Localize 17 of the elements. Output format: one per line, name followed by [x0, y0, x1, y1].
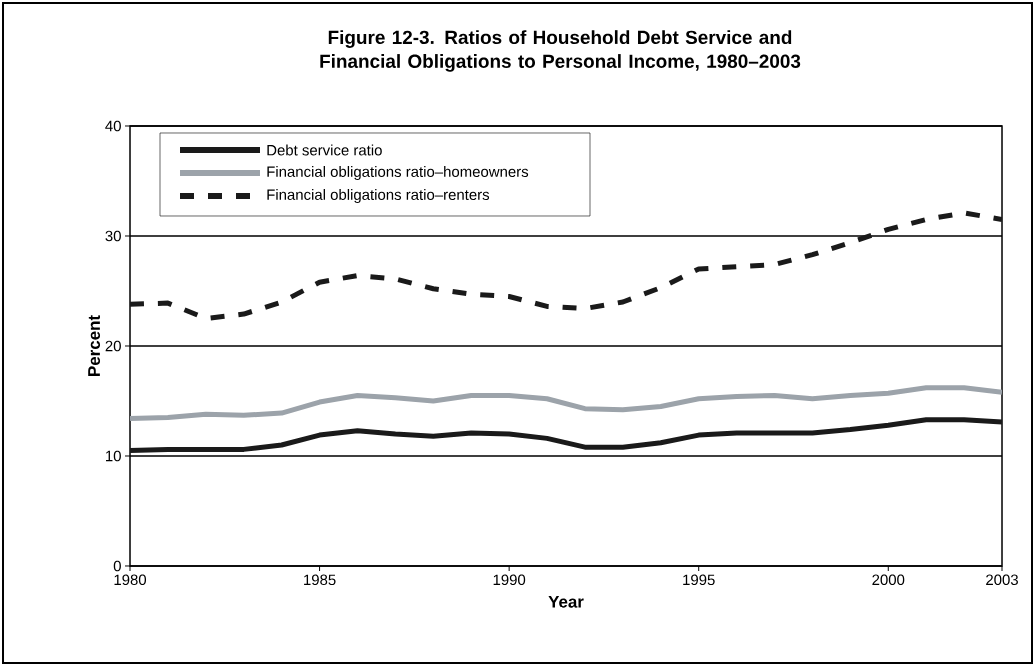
y-tick-label: 40	[105, 120, 121, 132]
legend-label: Financial obligations ratio–homeowners	[267, 166, 529, 180]
legend-label: Financial obligations ratio–renters	[267, 189, 490, 203]
y-tick-label: 30	[105, 230, 121, 242]
y-tick-label: 0	[113, 560, 121, 572]
x-tick-label: 1990	[493, 574, 526, 586]
x-axis-title: Year	[548, 595, 584, 608]
x-tick-label: 2000	[872, 574, 905, 586]
x-tick-label: 2003	[986, 574, 1018, 586]
x-tick-label: 1980	[114, 574, 147, 586]
y-tick-label: 20	[105, 340, 121, 352]
y-tick-label: 10	[106, 450, 121, 462]
y-axis-title: Percent	[88, 315, 101, 376]
x-tick-label: 1995	[683, 574, 715, 586]
legend-label: Debt service ratio	[267, 144, 382, 156]
x-tick-label: 1985	[304, 574, 336, 586]
chart-title: Figure 12-3. Ratios of Household Debt Service and Financial Obligations to Personal Income, 1980–2003	[320, 30, 801, 72]
